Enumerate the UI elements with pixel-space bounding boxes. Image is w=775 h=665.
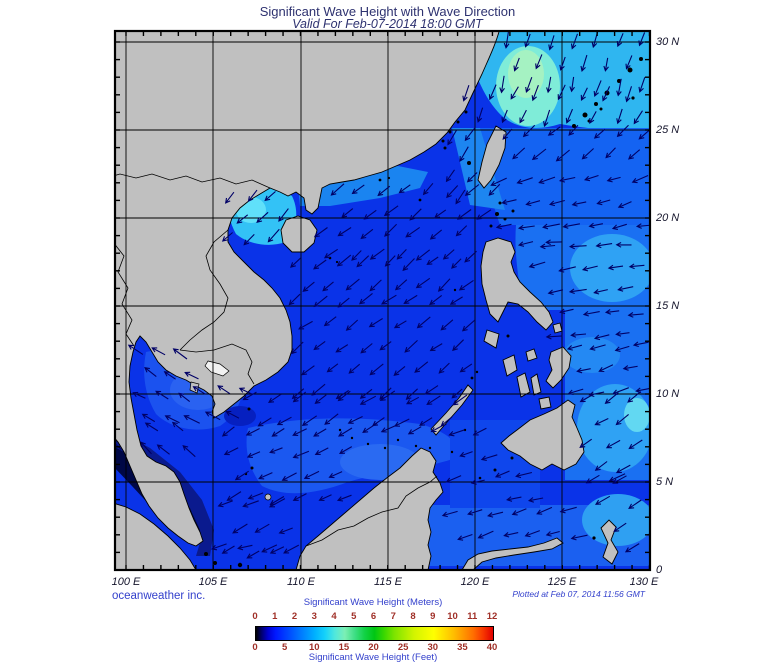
m-ticks-4: 4 xyxy=(331,611,337,622)
wave-height-shading xyxy=(115,31,650,566)
country-borders xyxy=(115,173,438,547)
m-ticks-3: 3 xyxy=(311,611,317,622)
land-masbate xyxy=(525,348,538,362)
m-ticks-2: 2 xyxy=(291,611,298,622)
lon-label-130-e: 130 E xyxy=(629,576,659,588)
lat-label-30-n: 30 N xyxy=(656,36,680,48)
f-ticks-15: 15 xyxy=(338,642,350,653)
f-ticks-30: 30 xyxy=(427,642,439,653)
m-ticks-8: 8 xyxy=(410,611,416,622)
f-ticks-25: 25 xyxy=(397,642,409,653)
legend-feet-label: Significant Wave Height (Feet) xyxy=(308,652,438,663)
lon-label-105-e: 105 E xyxy=(198,576,228,588)
m-ticks-6: 6 xyxy=(370,611,377,622)
land-sulawesi xyxy=(461,537,564,570)
land-samar-leyte xyxy=(545,346,572,389)
lat-label-15-n: 15 N xyxy=(656,300,680,312)
lon-label-100-e: 100 E xyxy=(111,576,141,588)
lat-label-0: 0 xyxy=(656,564,663,576)
land-panay xyxy=(502,354,518,377)
lat-label-10-n: 10 N xyxy=(656,388,680,400)
land-sumatra xyxy=(115,503,197,570)
m-ticks-0: 0 xyxy=(252,611,258,622)
map-frame xyxy=(113,29,652,572)
m-ticks-12: 12 xyxy=(486,611,498,622)
land-taiwan xyxy=(477,125,507,189)
land-palawan xyxy=(430,384,474,436)
land-natuna xyxy=(264,493,272,501)
legend-colorbar xyxy=(255,626,494,641)
land-luzon xyxy=(480,237,554,331)
page-title: Significant Wave Height with Wave Direct… xyxy=(259,4,516,19)
land-mindoro xyxy=(483,329,500,349)
m-ticks-1: 1 xyxy=(272,611,278,622)
f-ticks-5: 5 xyxy=(281,642,288,653)
land-negros xyxy=(516,372,531,398)
land-mindanao xyxy=(500,399,585,471)
lon-label-110-e: 110 E xyxy=(287,576,315,588)
legend-meters-label: Significant Wave Height (Meters) xyxy=(303,597,443,608)
m-ticks-11: 11 xyxy=(467,611,478,622)
lon-label-120-e: 120 E xyxy=(460,576,490,588)
land-borneo xyxy=(295,447,444,570)
land-mainland-asia xyxy=(115,31,500,547)
m-ticks-10: 10 xyxy=(447,611,458,622)
lake-tonle-sap xyxy=(204,360,230,377)
land-bohol xyxy=(538,396,552,410)
valid-time-subtitle: Valid For Feb-07-2014 18:00 GMT xyxy=(292,17,483,31)
wave-direction-arrows xyxy=(115,31,650,559)
m-ticks-5: 5 xyxy=(351,611,357,622)
small-islands xyxy=(204,57,643,568)
lon-label-115-e: 115 E xyxy=(374,576,402,588)
f-ticks-0: 0 xyxy=(252,642,258,653)
branding-text: oceanweather inc. xyxy=(112,590,206,602)
f-ticks-10: 10 xyxy=(308,642,320,653)
plotted-timestamp: Plotted at Feb 07, 2014 11:56 GMT xyxy=(512,589,645,599)
lat-label-25-n: 25 N xyxy=(656,124,680,136)
land-cebu xyxy=(530,373,542,396)
f-ticks-20: 20 xyxy=(368,642,379,653)
lat-label-5-n: 5 N xyxy=(656,476,674,488)
m-ticks-9: 9 xyxy=(430,611,436,622)
lon-label-125-e: 125 E xyxy=(547,576,577,588)
f-ticks-35: 35 xyxy=(457,642,468,653)
f-ticks-40: 40 xyxy=(486,642,498,653)
land-catanduanes xyxy=(552,322,563,334)
m-ticks-7: 7 xyxy=(390,611,396,622)
lat-label-20-n: 20 N xyxy=(656,212,680,224)
